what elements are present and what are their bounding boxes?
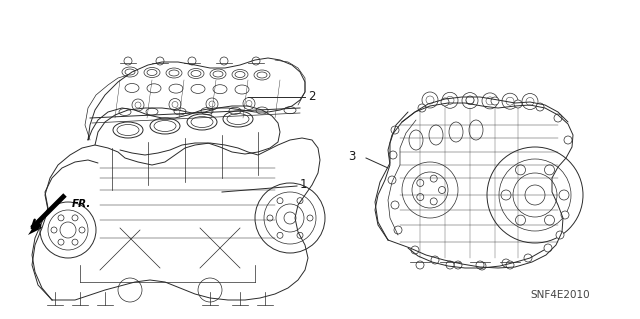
Circle shape — [438, 187, 445, 194]
Circle shape — [466, 96, 474, 104]
Circle shape — [559, 190, 569, 200]
Circle shape — [418, 104, 426, 112]
Circle shape — [72, 239, 78, 245]
Circle shape — [491, 97, 499, 105]
Circle shape — [389, 151, 397, 159]
Circle shape — [554, 114, 562, 122]
Circle shape — [476, 261, 484, 269]
Text: 3: 3 — [349, 151, 356, 164]
Circle shape — [556, 231, 564, 239]
Circle shape — [536, 103, 544, 111]
Circle shape — [561, 211, 569, 219]
Circle shape — [277, 198, 283, 204]
Circle shape — [411, 246, 419, 254]
Circle shape — [502, 259, 510, 267]
Circle shape — [417, 180, 424, 186]
Circle shape — [72, 215, 78, 221]
Circle shape — [388, 176, 396, 184]
Circle shape — [124, 57, 132, 65]
Circle shape — [514, 100, 522, 108]
Circle shape — [58, 239, 64, 245]
Circle shape — [545, 165, 554, 175]
Circle shape — [297, 232, 303, 238]
Circle shape — [430, 198, 437, 205]
Circle shape — [478, 262, 486, 270]
Text: 1: 1 — [300, 177, 307, 190]
Circle shape — [391, 126, 399, 134]
Circle shape — [454, 261, 462, 269]
Circle shape — [544, 244, 552, 252]
Circle shape — [267, 215, 273, 221]
Circle shape — [156, 57, 164, 65]
Circle shape — [515, 215, 525, 225]
Circle shape — [501, 190, 511, 200]
Circle shape — [297, 198, 303, 204]
Polygon shape — [28, 220, 42, 235]
Circle shape — [417, 194, 424, 201]
Circle shape — [515, 165, 525, 175]
Circle shape — [441, 98, 449, 106]
Circle shape — [252, 57, 260, 65]
Circle shape — [431, 256, 439, 264]
Text: 2: 2 — [308, 90, 316, 102]
Circle shape — [564, 136, 572, 144]
Circle shape — [188, 57, 196, 65]
Circle shape — [524, 254, 532, 262]
Circle shape — [277, 232, 283, 238]
Circle shape — [51, 227, 57, 233]
Circle shape — [416, 261, 424, 269]
Circle shape — [430, 175, 437, 182]
Circle shape — [391, 201, 399, 209]
Text: FR.: FR. — [72, 199, 92, 209]
Circle shape — [446, 261, 454, 269]
Circle shape — [506, 261, 514, 269]
Circle shape — [79, 227, 85, 233]
Circle shape — [545, 215, 554, 225]
Text: SNF4E2010: SNF4E2010 — [530, 290, 590, 300]
Circle shape — [307, 215, 313, 221]
Circle shape — [220, 57, 228, 65]
Circle shape — [58, 215, 64, 221]
Circle shape — [394, 226, 402, 234]
